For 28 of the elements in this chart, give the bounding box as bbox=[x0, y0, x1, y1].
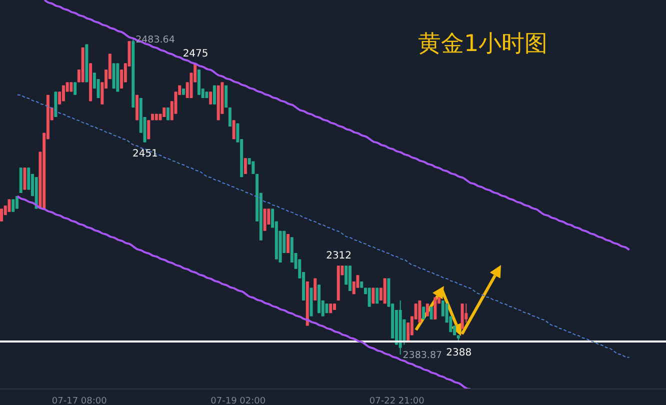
candlestick bbox=[74, 82, 77, 96]
candlestick bbox=[209, 91, 212, 105]
x-tick-label: 07-19 02:00 bbox=[210, 396, 266, 405]
candlestick bbox=[314, 278, 317, 301]
candlestick bbox=[232, 120, 236, 140]
candlestick bbox=[23, 167, 26, 190]
annotation: 2312 bbox=[326, 250, 352, 262]
candlestick bbox=[228, 107, 232, 128]
candlestick bbox=[244, 158, 247, 174]
candlestick bbox=[212, 84, 216, 105]
candlestick bbox=[147, 120, 150, 140]
candlestick bbox=[422, 306, 426, 320]
candlestick bbox=[286, 234, 290, 254]
candlestick bbox=[263, 208, 266, 232]
candlestick bbox=[12, 198, 15, 212]
candlestick bbox=[252, 160, 255, 174]
annotation: 2388 bbox=[446, 348, 472, 359]
candlestick bbox=[368, 287, 371, 308]
text: 黄金1小时图 bbox=[418, 30, 548, 59]
annotation: 2383.87 bbox=[402, 350, 442, 361]
candlestick bbox=[434, 296, 437, 320]
candlestick bbox=[430, 306, 433, 320]
x-tick-label: 07-17 08:00 bbox=[52, 396, 108, 405]
annotation: 2475 bbox=[182, 48, 208, 60]
candlestick bbox=[8, 198, 11, 212]
annotation: 2451 bbox=[132, 148, 158, 160]
x-tick-label: 07-22 21:00 bbox=[369, 396, 425, 405]
candlestick bbox=[426, 303, 429, 317]
